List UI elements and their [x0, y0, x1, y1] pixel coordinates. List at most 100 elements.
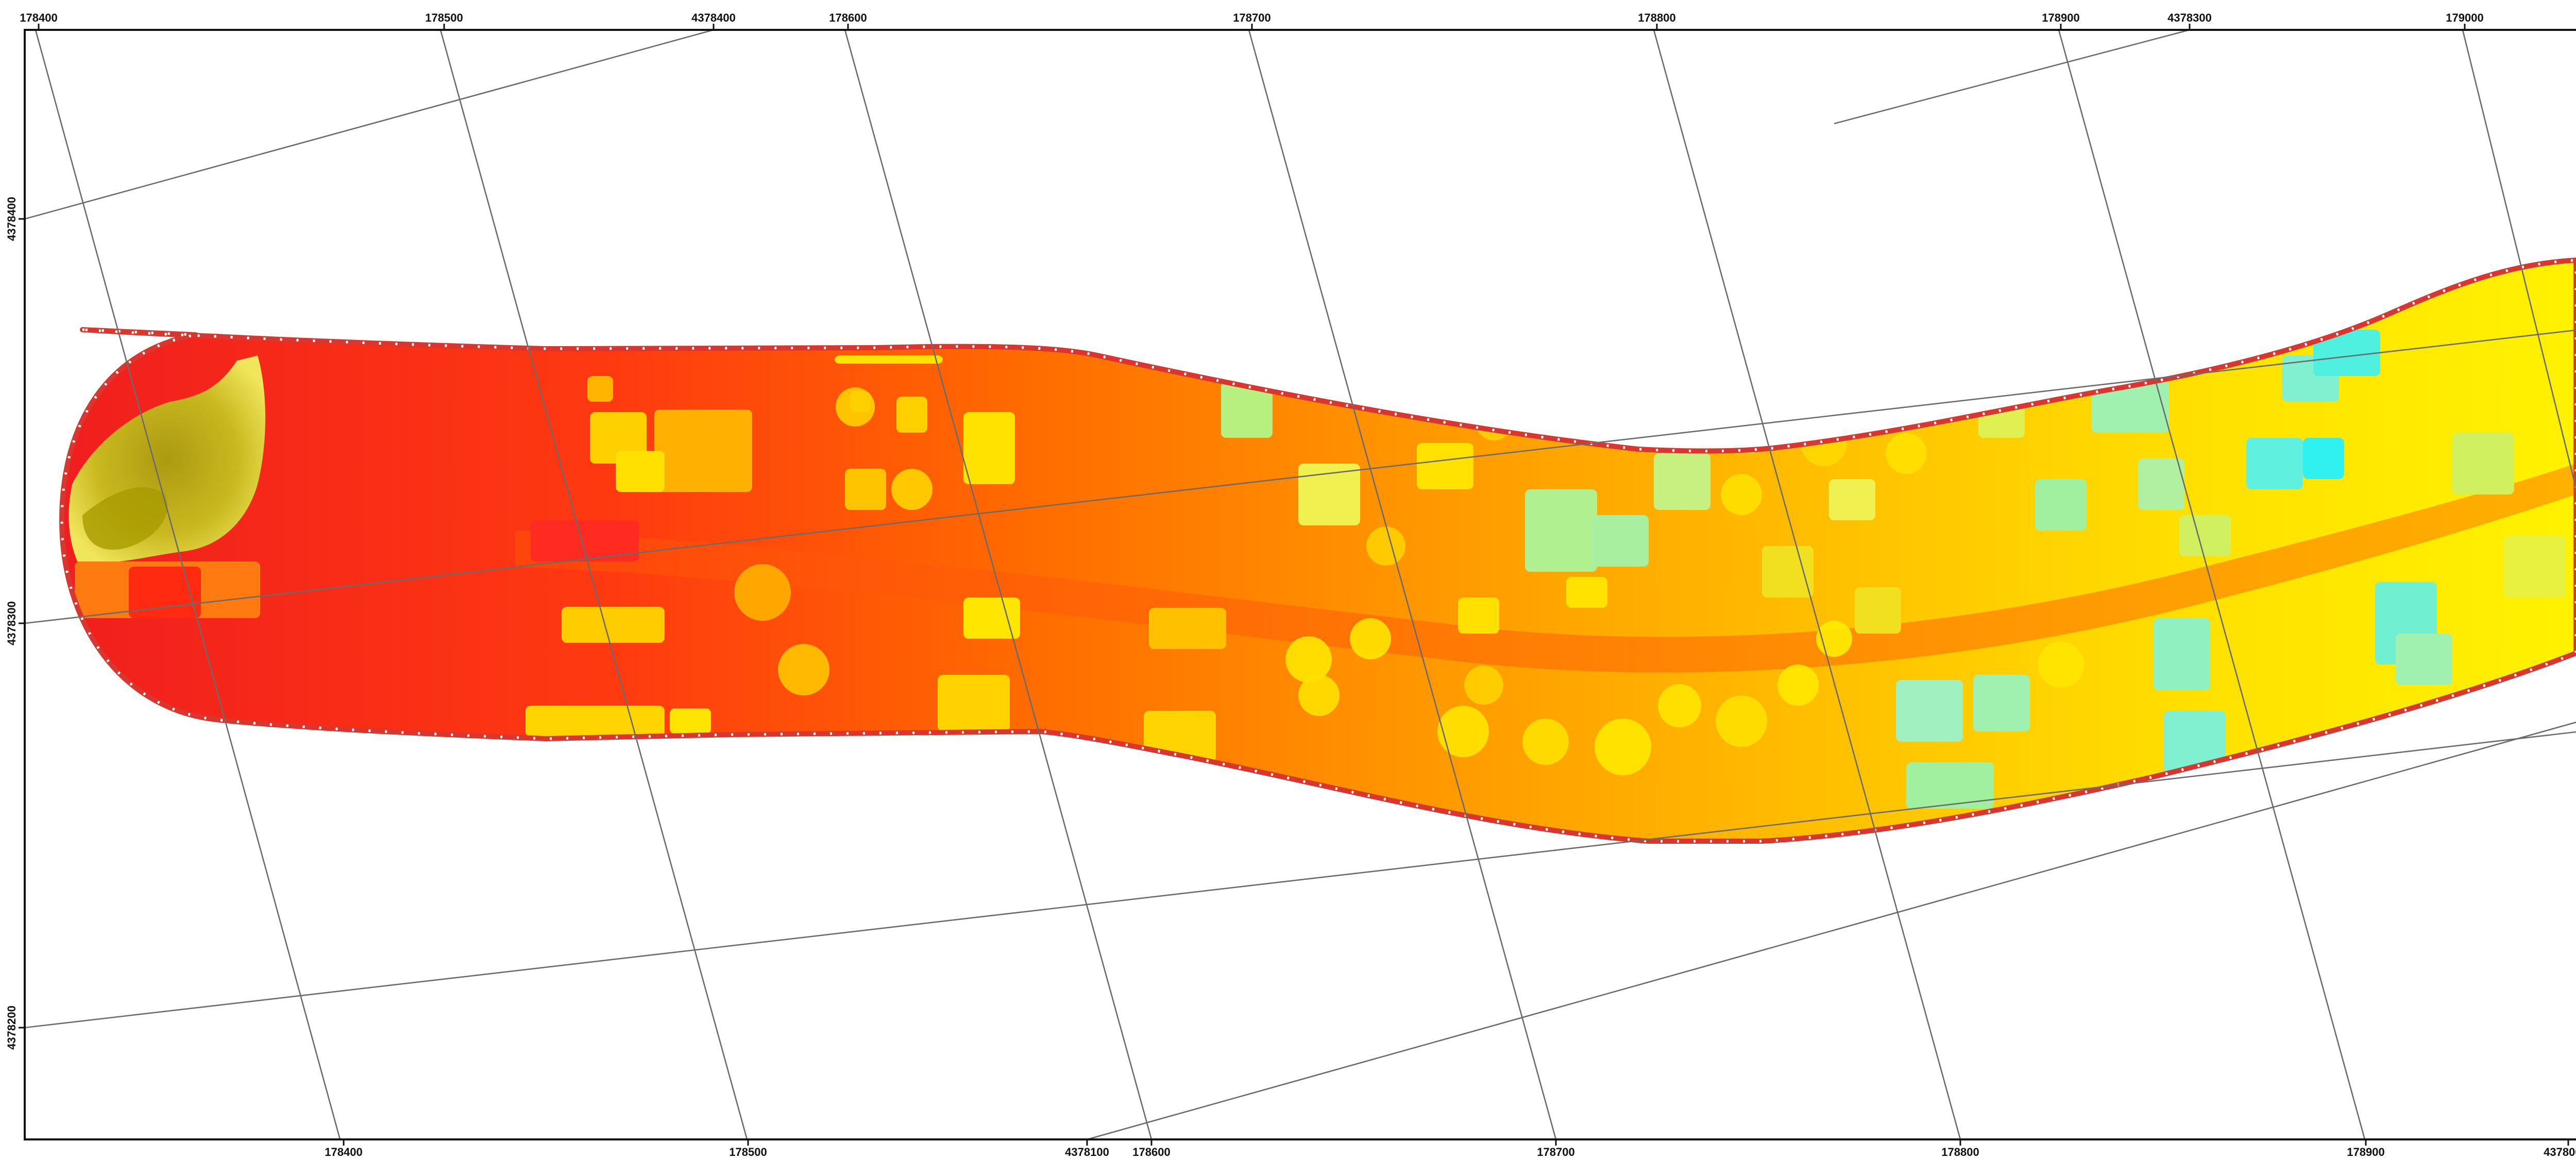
top-coordinate-label: 179000: [2446, 11, 2483, 24]
building-footprint: [2313, 330, 2380, 376]
building-footprint: [2396, 634, 2452, 685]
graticule-line: [844, 29, 1153, 1140]
graticule-line: [35, 29, 341, 1140]
graticule-line: [1653, 29, 1961, 1140]
building-footprint: [531, 520, 639, 561]
bottom-coordinate-labels: 178400 178500 4378100 178600 178700 178800 178…: [325, 1146, 2576, 1158]
graticule-line: [24, 329, 2576, 624]
tree-canopy: [1721, 474, 1762, 515]
elevation-corridor: [59, 258, 2576, 844]
tree-canopy: [1464, 666, 1503, 705]
tree-canopy: [1716, 695, 1767, 747]
bottom-coordinate-label: 178600: [1132, 1146, 1170, 1158]
building-footprint: [587, 376, 613, 402]
building-footprint: [2452, 433, 2514, 495]
building-footprint: [1298, 464, 1360, 525]
top-coordinate-label: 178900: [2042, 11, 2079, 24]
building-footprint: [562, 607, 665, 643]
building-footprint: [1762, 546, 1814, 598]
tree-canopy: [1522, 719, 1569, 765]
building-footprint: [1221, 381, 1273, 438]
building-footprint: [1592, 515, 1649, 567]
building-footprint: [1417, 443, 1473, 489]
tree-canopy: [1476, 404, 1512, 440]
bottom-coordinate-label: 178700: [1537, 1146, 1574, 1158]
building-footprint: [2179, 515, 2231, 556]
top-coordinate-label: 178500: [425, 11, 463, 24]
corridor-features: [69, 330, 2576, 809]
bottom-coordinate-label: 4378000: [2544, 1146, 2576, 1158]
graticule-line: [439, 29, 748, 1140]
graticule-line: [1834, 29, 2190, 125]
graticule-line: [2058, 29, 2366, 1140]
map-frame: [24, 29, 2576, 1140]
tree-canopy: [734, 564, 791, 621]
bottom-coordinate-label: 178500: [729, 1146, 767, 1158]
building-footprint: [2035, 479, 2087, 531]
top-coordinate-label: 178400: [20, 11, 57, 24]
graticule-line: [1087, 721, 2576, 1140]
tree-canopy: [1285, 636, 1332, 683]
building-footprint: [938, 675, 1010, 731]
building-footprint: [616, 451, 665, 492]
left-coordinate-label: 4378400: [5, 197, 18, 241]
tree-canopy: [778, 644, 829, 695]
left-coordinate-label: 4378300: [5, 601, 18, 645]
top-coordinate-labels: 178400 178500 4378400 178600 178700 178800 178…: [20, 11, 2483, 24]
building-footprint: [1906, 762, 1994, 809]
tree-canopy: [1437, 706, 1489, 757]
graticule-line: [24, 731, 2576, 1029]
building-footprint: [2092, 381, 2169, 433]
bottom-coordinate-label: 4378100: [1065, 1146, 1109, 1158]
building-footprint: [1855, 587, 1901, 634]
building-footprint: [1149, 608, 1226, 649]
building-footprint: [2164, 711, 2226, 773]
building-footprint: [1710, 412, 1757, 453]
graticule-line: [24, 29, 714, 220]
building-footprint: [1654, 453, 1710, 510]
building-footprint: [845, 469, 886, 510]
building-footprint: [654, 410, 752, 492]
building-footprint: [526, 706, 665, 737]
building-footprint: [2246, 438, 2303, 489]
building-footprint: [835, 355, 943, 364]
building-footprint: [1829, 479, 1875, 520]
tree-canopy: [1350, 618, 1391, 659]
top-coordinate-label: 178600: [829, 11, 867, 24]
bottom-coordinate-label: 178800: [1941, 1146, 1979, 1158]
top-coordinate-label: 178800: [1638, 11, 1675, 24]
building-footprint: [1973, 675, 2030, 731]
tree-canopy: [2038, 641, 2084, 688]
building-footprint: [2504, 536, 2566, 598]
left-coordinate-labels: 4378400 4378300 4378200: [5, 197, 18, 1050]
graticule-line: [1248, 29, 1557, 1140]
building-footprint: [2303, 438, 2344, 479]
building-footprint: [1458, 598, 1499, 634]
top-coordinate-label: 4378300: [2167, 11, 2212, 24]
building-footprint: [963, 412, 1015, 484]
top-coordinate-label: 4378400: [691, 11, 736, 24]
building-footprint: [2138, 458, 2184, 510]
building-footprint: [1896, 680, 1963, 742]
stream-channel: [515, 464, 2576, 673]
building-footprint: [1566, 577, 1607, 608]
top-coordinate-label: 178700: [1233, 11, 1270, 24]
building-footprint: [1525, 489, 1597, 572]
bottom-coordinate-label: 178900: [2347, 1146, 2384, 1158]
bottom-coordinate-label: 178400: [325, 1146, 362, 1158]
frame-tick-marks: [19, 24, 2569, 1146]
tree-canopy: [1366, 526, 1405, 566]
tree-canopy: [1595, 719, 1651, 775]
tree-canopy: [1298, 675, 1340, 716]
tree-canopy: [891, 469, 933, 510]
building-footprint: [2154, 618, 2210, 690]
tree-canopy: [1777, 664, 1819, 706]
tree-canopy: [1658, 684, 1701, 727]
tree-canopy: [836, 387, 875, 427]
pond: [82, 487, 168, 550]
building-footprint: [963, 598, 1020, 639]
tree-canopy: [1577, 391, 1618, 433]
tree-canopy: [1886, 433, 1927, 474]
